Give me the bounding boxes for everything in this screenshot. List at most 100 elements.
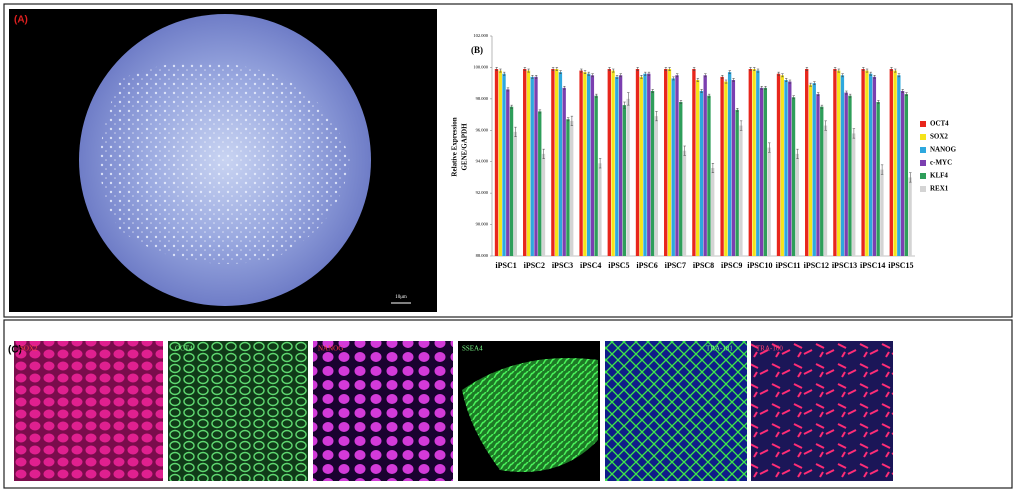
error-bar <box>894 68 897 73</box>
bar <box>682 150 687 256</box>
y-tick-label: 100.000 <box>473 64 488 69</box>
error-bar <box>619 73 622 78</box>
error-bar <box>721 75 724 79</box>
error-bar <box>820 104 824 109</box>
bar <box>538 111 542 256</box>
error-bar <box>555 67 559 71</box>
legend-label: SOX2 <box>930 133 948 141</box>
x-tick-label: iPSC11 <box>776 261 801 270</box>
legend-swatch <box>920 147 926 153</box>
bar <box>872 76 877 256</box>
error-bar <box>623 101 626 109</box>
stain-texture <box>462 358 598 472</box>
bar <box>868 73 873 256</box>
error-bar <box>612 68 615 73</box>
error-bar <box>608 67 611 71</box>
error-bar <box>559 70 562 74</box>
bar <box>776 73 781 256</box>
error-bar <box>724 79 728 84</box>
panel-label: (C) <box>8 345 22 356</box>
bar <box>562 87 566 256</box>
error-bar <box>841 73 844 78</box>
bar <box>699 91 704 256</box>
error-bar <box>796 148 799 159</box>
bar <box>788 81 792 256</box>
bar <box>876 102 880 256</box>
bar <box>509 106 514 256</box>
stain-label: NANOG <box>318 345 343 353</box>
x-tick-label: iPSC2 <box>524 261 545 270</box>
bar <box>570 120 574 256</box>
bar <box>598 163 602 256</box>
bar <box>889 69 893 256</box>
colony <box>100 62 350 264</box>
bar <box>780 75 784 257</box>
error-bar <box>809 82 812 87</box>
error-bar <box>728 70 732 74</box>
error-bar <box>739 120 743 131</box>
bar <box>615 76 619 256</box>
x-tick-label: iPSC14 <box>860 261 885 270</box>
bar <box>861 69 865 256</box>
bar <box>880 169 884 256</box>
error-bar <box>598 158 602 169</box>
y-tick-label: 96.000 <box>476 127 489 132</box>
error-bar <box>732 78 735 82</box>
bar <box>667 69 672 256</box>
error-bar <box>877 100 880 104</box>
error-bar <box>664 67 668 71</box>
bar <box>622 105 627 257</box>
error-bar <box>644 71 647 76</box>
error-bar <box>587 71 591 76</box>
bar <box>908 177 912 256</box>
error-bar <box>580 68 583 73</box>
bar <box>865 70 869 256</box>
bar <box>795 153 799 256</box>
error-bar <box>615 75 619 79</box>
legend-label: REX1 <box>930 185 949 193</box>
error-bar <box>683 145 686 156</box>
bar <box>679 102 683 256</box>
bar <box>727 72 732 257</box>
bar <box>502 73 506 256</box>
bar <box>724 81 728 256</box>
bar <box>816 94 820 257</box>
y-axis-label: GENE/GAPDH <box>461 123 469 171</box>
error-bar <box>647 71 651 76</box>
y-tick-label: 102.000 <box>473 33 488 38</box>
bar <box>643 73 647 256</box>
error-bar <box>495 67 498 71</box>
y-tick-label: 98.000 <box>476 96 489 101</box>
bar <box>664 69 668 256</box>
error-bar <box>640 75 643 79</box>
error-bar <box>672 76 675 81</box>
legend-swatch <box>920 186 926 192</box>
bar <box>739 125 743 256</box>
bar <box>805 69 809 256</box>
error-bar <box>534 75 538 79</box>
error-bar <box>756 68 760 73</box>
bar <box>635 69 640 256</box>
bar <box>551 69 555 256</box>
legend-swatch <box>920 173 926 179</box>
error-bar <box>551 67 555 71</box>
bar <box>823 125 828 256</box>
error-bar <box>527 68 530 73</box>
bar <box>513 131 517 256</box>
error-bar <box>873 75 876 79</box>
stain-texture <box>14 341 163 481</box>
bar <box>707 95 711 256</box>
bar <box>554 69 559 256</box>
error-bar <box>583 70 587 74</box>
bar <box>534 76 538 256</box>
bar <box>767 147 771 256</box>
error-bar <box>764 86 767 90</box>
error-bar <box>845 90 848 95</box>
scale-bar-label: 10μm <box>395 295 407 300</box>
error-bar <box>890 67 893 71</box>
x-tick-label: iPSC4 <box>580 261 601 270</box>
stain-label: SOX2 <box>20 345 38 353</box>
bar <box>900 91 905 256</box>
bar <box>650 91 655 256</box>
